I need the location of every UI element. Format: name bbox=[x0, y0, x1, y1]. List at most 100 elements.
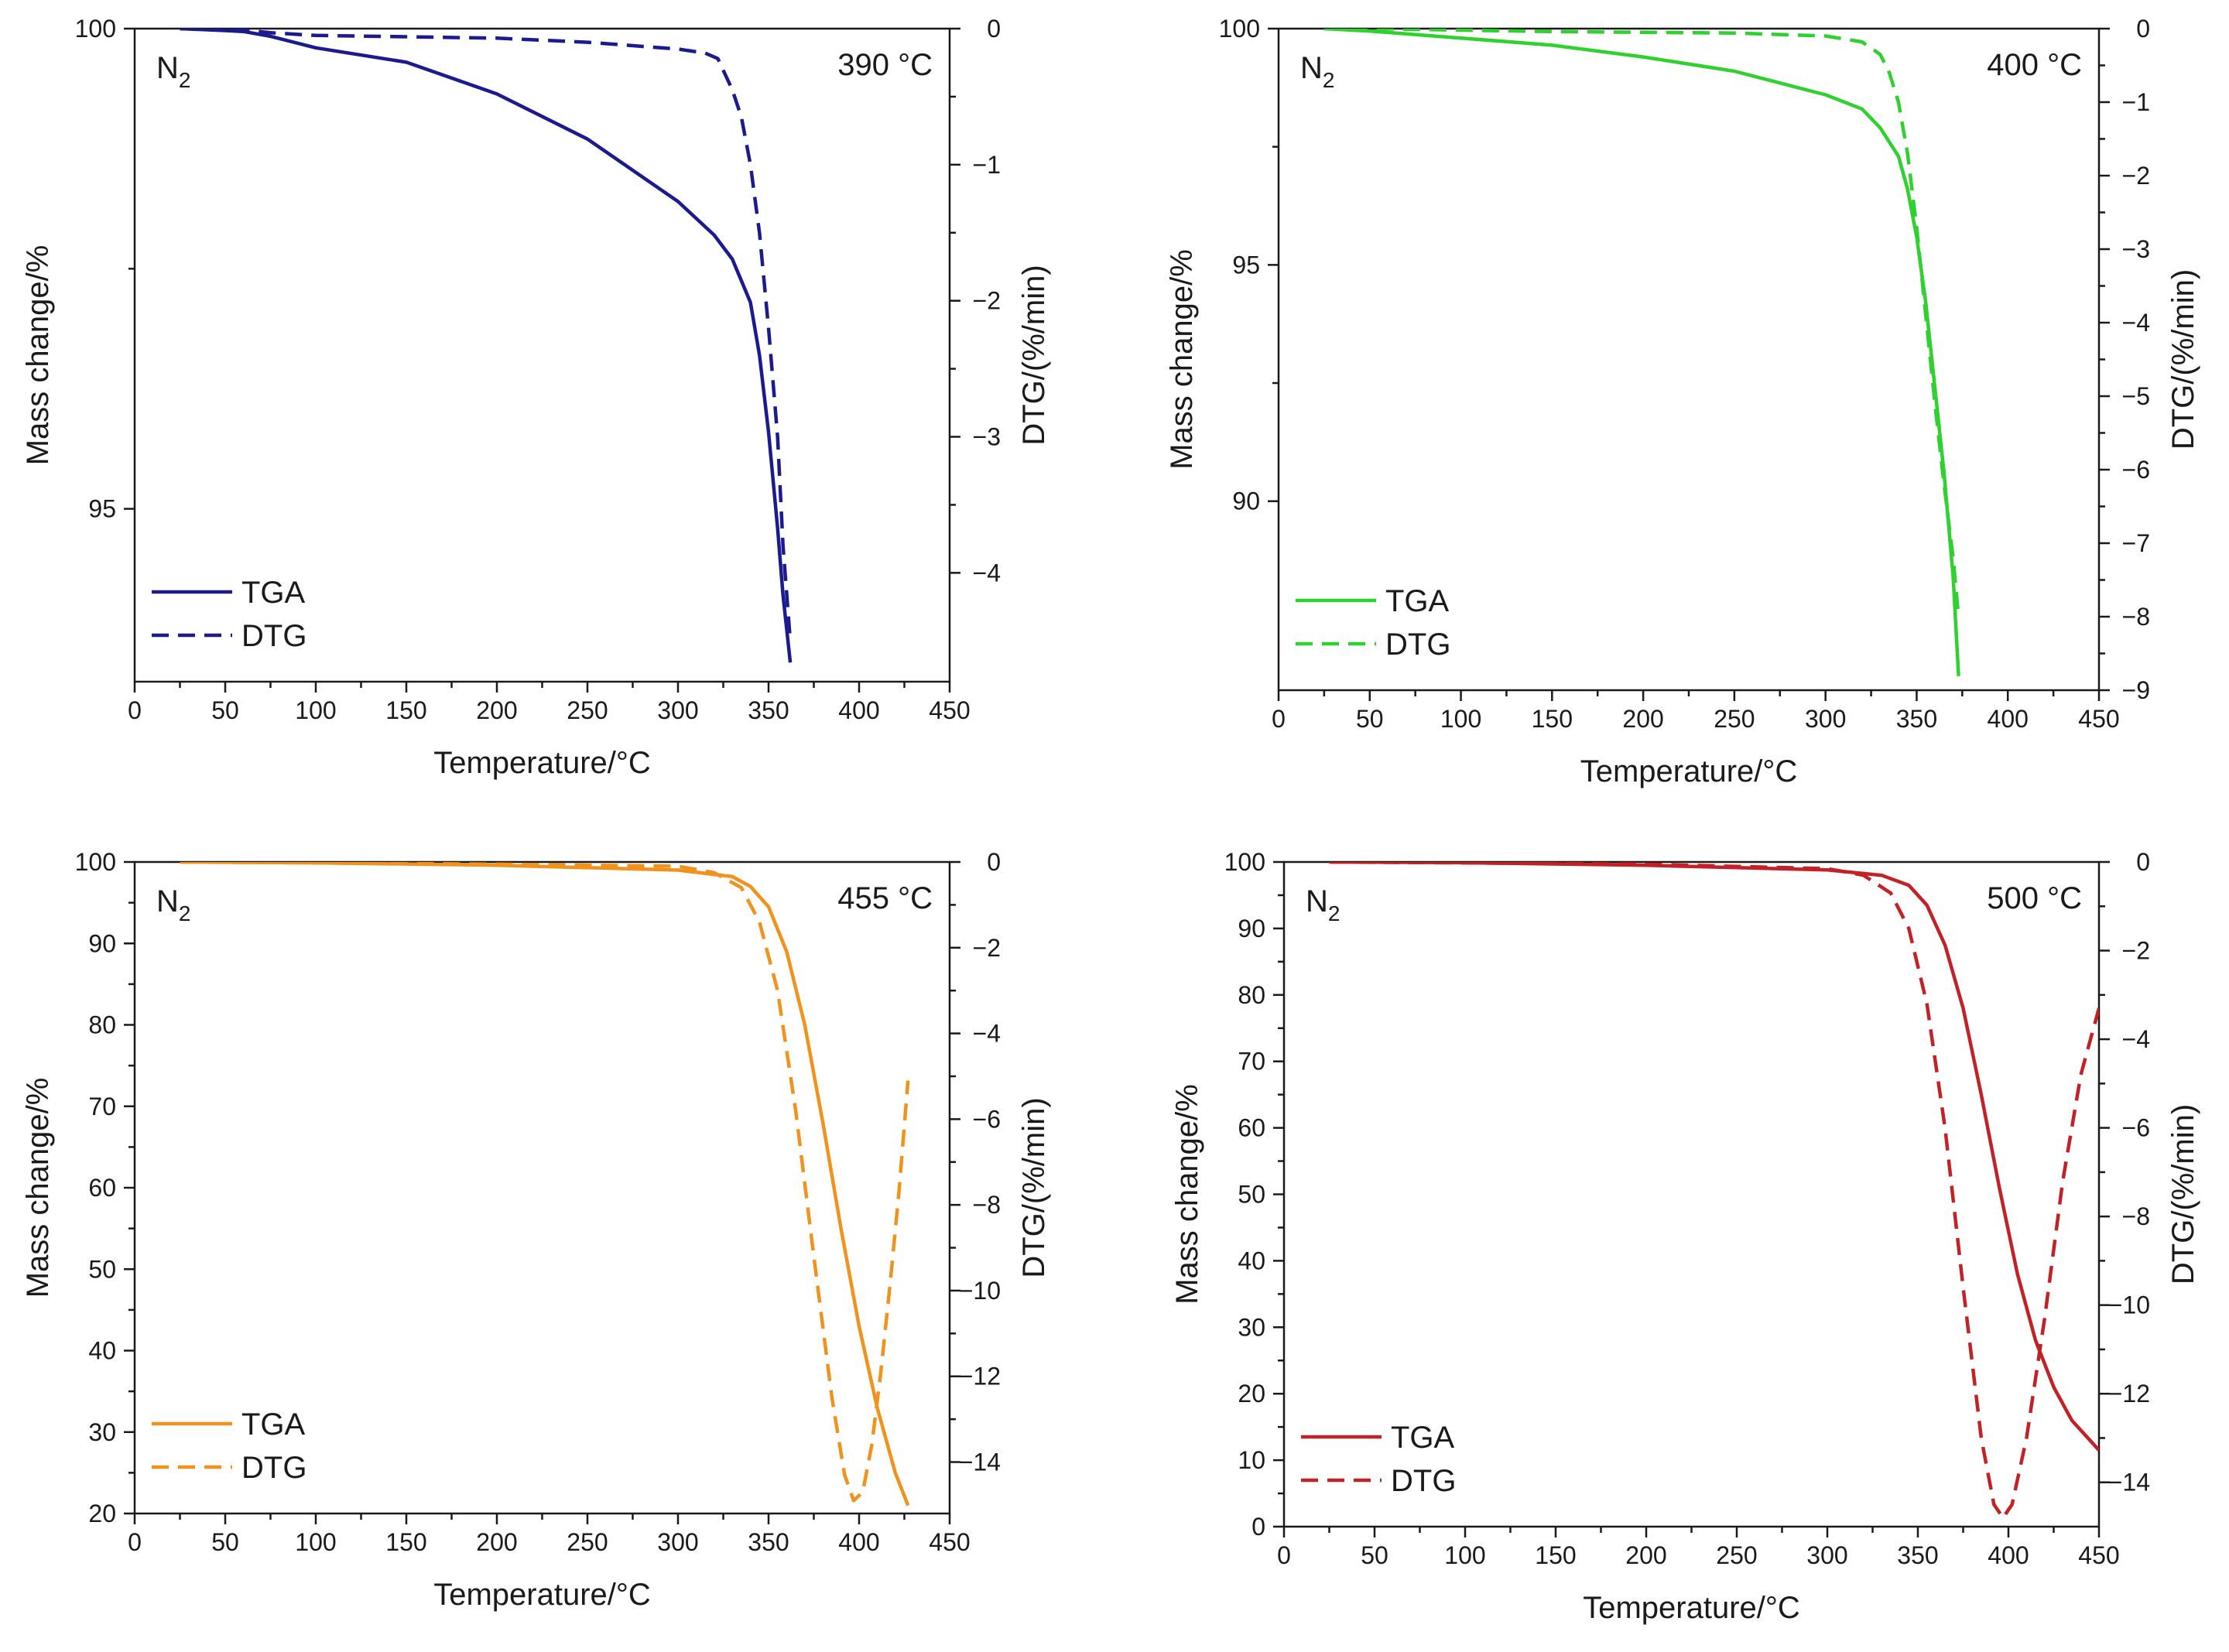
y2-axis-title: DTG/(%/min) bbox=[1017, 265, 1051, 445]
chart-panel-top-right: 0 50 100 150 200 250 300 350 400 450 90 95 100 0 −1 −2 −… bbox=[1165, 15, 2200, 788]
atmosphere-label: N2 bbox=[1300, 51, 1334, 92]
dtg-curve bbox=[1323, 29, 1960, 617]
legend-label-tga: TGA bbox=[241, 1407, 306, 1442]
y2-tick-label: −6 bbox=[2122, 1114, 2150, 1142]
y2-tick-label: 0 bbox=[2136, 15, 2150, 43]
temperature-annotation: 400 °C bbox=[1987, 48, 2082, 82]
y2-axis-title: DTG/(%/min) bbox=[2166, 269, 2200, 450]
y2-tick-label: −14 bbox=[2108, 1469, 2150, 1496]
atmosphere-subscript: 2 bbox=[1323, 68, 1335, 92]
y2-tick-label: −4 bbox=[973, 1020, 1001, 1048]
x-axis-title: Temperature/°C bbox=[1583, 1591, 1800, 1625]
y-tick-label: 60 bbox=[1238, 1114, 1265, 1142]
y-tick-label: 90 bbox=[1238, 915, 1265, 942]
y2-tick-label: −1 bbox=[973, 151, 1001, 179]
legend-label-tga: TGA bbox=[241, 576, 306, 610]
y2-tick-label: −4 bbox=[2122, 309, 2150, 337]
y-tick-label: 80 bbox=[88, 1011, 116, 1039]
y2-tick-label: −3 bbox=[973, 423, 1001, 451]
x-tick-label: 400 bbox=[838, 696, 879, 724]
x-tick-label: 450 bbox=[929, 1528, 970, 1556]
x-tick-label: 250 bbox=[1714, 705, 1755, 733]
x-tick-label: 50 bbox=[211, 696, 239, 724]
temperature-annotation: 455 °C bbox=[837, 881, 933, 915]
x-tick-label: 150 bbox=[1532, 705, 1573, 733]
x-tick-label: 0 bbox=[1277, 1541, 1291, 1569]
y2-tick-label: −3 bbox=[2122, 235, 2150, 263]
x-tick-label: 300 bbox=[1805, 705, 1846, 733]
y2-tick-label: 0 bbox=[2136, 848, 2150, 876]
x-tick-label: 50 bbox=[211, 1528, 239, 1556]
y-tick-label: 50 bbox=[88, 1255, 116, 1283]
x-tick-label: 200 bbox=[476, 1528, 517, 1556]
tga-curve bbox=[1329, 862, 2099, 1452]
curve-group bbox=[1323, 29, 1960, 676]
legend-label-dtg: DTG bbox=[1385, 628, 1450, 662]
x-tick-label: 400 bbox=[1988, 705, 2029, 733]
y2-tick-label: −2 bbox=[2122, 162, 2150, 190]
y2-tick-label: −5 bbox=[2122, 382, 2150, 410]
y-tick-label: 100 bbox=[75, 15, 116, 43]
y-axis-title: Mass change/% bbox=[1170, 1084, 1204, 1305]
x-tick-label: 100 bbox=[295, 696, 336, 724]
atmosphere-label: N2 bbox=[156, 884, 190, 925]
y2-tick-label: −2 bbox=[973, 287, 1001, 315]
x-tick-label: 350 bbox=[748, 696, 789, 724]
tga-curve bbox=[180, 862, 910, 1507]
y2-tick-label: −12 bbox=[2108, 1380, 2150, 1407]
x-tick-label: 100 bbox=[1440, 705, 1481, 733]
x-tick-label: 200 bbox=[476, 696, 517, 724]
y-tick-label: 95 bbox=[88, 495, 116, 523]
x-tick-label: 450 bbox=[2078, 705, 2119, 733]
curve-group bbox=[180, 862, 910, 1507]
x-tick-label: 150 bbox=[1535, 1541, 1576, 1569]
y2-tick-label: 0 bbox=[987, 15, 1001, 43]
temperature-annotation: 390 °C bbox=[837, 48, 933, 82]
x-axis-title: Temperature/°C bbox=[433, 746, 651, 780]
x-tick-label: 150 bbox=[385, 1528, 426, 1556]
y-tick-label: 80 bbox=[1238, 981, 1265, 1009]
curve-group bbox=[180, 29, 793, 663]
y-tick-label: 95 bbox=[1232, 251, 1260, 279]
atmosphere-label: N2 bbox=[1306, 884, 1340, 925]
legend-label-tga: TGA bbox=[1385, 584, 1450, 618]
x-tick-label: 250 bbox=[567, 1528, 608, 1556]
x-tick-label: 50 bbox=[1356, 705, 1384, 733]
y2-tick-label: −10 bbox=[959, 1277, 1001, 1305]
atmosphere-main: N bbox=[156, 884, 179, 918]
y-tick-label: 70 bbox=[1238, 1048, 1265, 1076]
y-tick-label: 70 bbox=[88, 1093, 116, 1120]
atmosphere-subscript: 2 bbox=[179, 901, 191, 925]
y-tick-label: 20 bbox=[1238, 1380, 1265, 1407]
dtg-curve bbox=[180, 862, 910, 1503]
y2-tick-label: −2 bbox=[2122, 937, 2150, 965]
y-tick-label: 100 bbox=[1219, 15, 1260, 43]
y2-axis-title: DTG/(%/min) bbox=[2166, 1104, 2200, 1284]
y-tick-label: 90 bbox=[1232, 487, 1260, 515]
x-tick-label: 350 bbox=[1896, 705, 1937, 733]
y2-tick-label: −2 bbox=[973, 934, 1001, 962]
y2-tick-label: 0 bbox=[987, 848, 1001, 876]
x-tick-label: 200 bbox=[1622, 705, 1663, 733]
y2-tick-label: −4 bbox=[2122, 1025, 2150, 1053]
x-tick-label: 350 bbox=[748, 1528, 789, 1556]
y-tick-label: 100 bbox=[1224, 848, 1265, 876]
atmosphere-main: N bbox=[1300, 51, 1323, 85]
x-tick-label: 100 bbox=[1444, 1541, 1485, 1569]
y2-tick-label: −14 bbox=[959, 1448, 1001, 1476]
temperature-annotation: 500 °C bbox=[1987, 881, 2082, 915]
x-tick-label: 300 bbox=[657, 1528, 698, 1556]
x-tick-label: 450 bbox=[929, 696, 970, 724]
x-tick-label: 450 bbox=[2078, 1541, 2119, 1569]
y2-tick-label: −12 bbox=[959, 1363, 1001, 1390]
legend-label-dtg: DTG bbox=[1391, 1464, 1456, 1498]
y2-tick-label: −10 bbox=[2108, 1291, 2150, 1319]
x-tick-label: 400 bbox=[838, 1528, 879, 1556]
y-tick-label: 100 bbox=[75, 848, 116, 876]
y-tick-label: 30 bbox=[88, 1418, 116, 1446]
atmosphere-main: N bbox=[1306, 884, 1328, 918]
x-tick-label: 250 bbox=[567, 696, 608, 724]
y-tick-label: 30 bbox=[1238, 1313, 1265, 1341]
atmosphere-label: N2 bbox=[156, 51, 190, 92]
